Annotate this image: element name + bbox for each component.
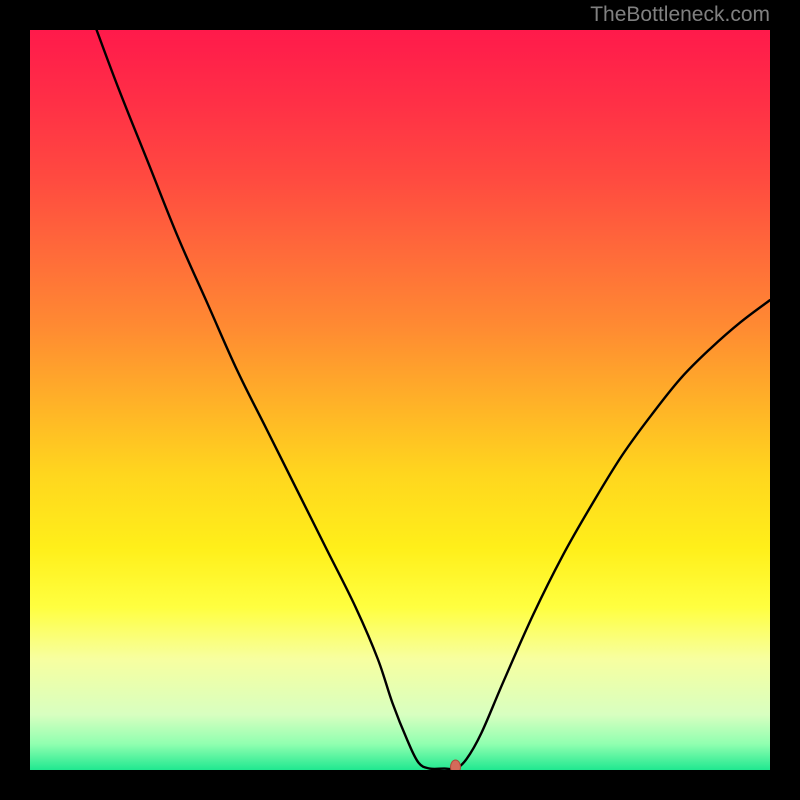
optimal-point-marker — [451, 760, 461, 770]
watermark-text: TheBottleneck.com — [590, 3, 770, 27]
plot-area — [30, 30, 770, 770]
gradient-chart — [30, 30, 770, 770]
gradient-background — [30, 30, 770, 770]
chart-frame: TheBottleneck.com — [0, 0, 800, 800]
